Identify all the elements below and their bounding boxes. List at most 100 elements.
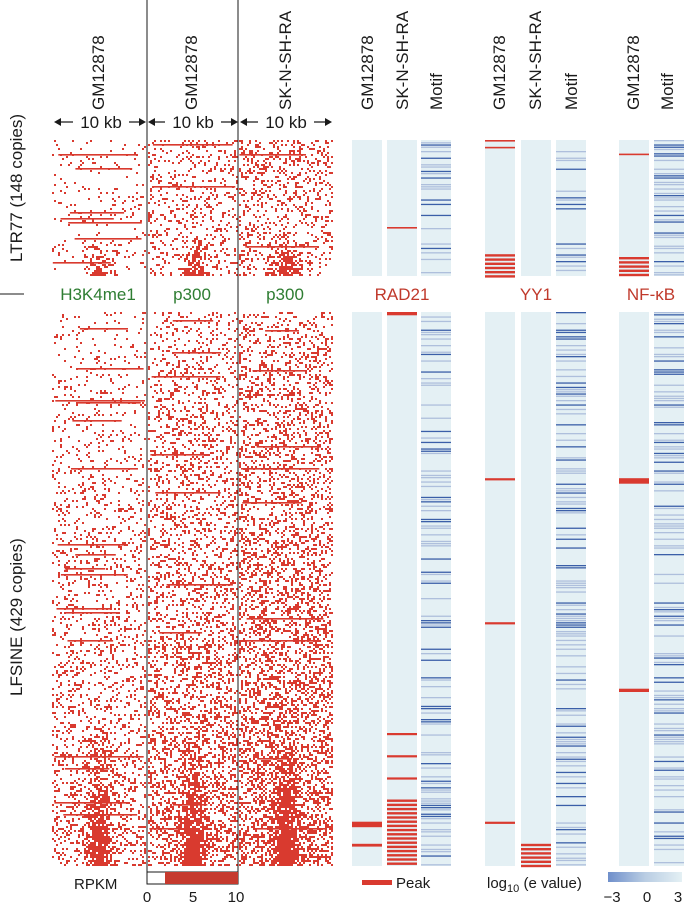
motif-line: [421, 329, 451, 331]
peak-line: [521, 852, 551, 855]
motif-line: [421, 787, 451, 789]
motif-line: [654, 796, 684, 798]
motif-line: [421, 184, 451, 186]
motif-line: [654, 609, 684, 611]
motif-line: [654, 690, 684, 692]
motif-line: [421, 582, 451, 584]
motif-line: [421, 855, 451, 857]
motif-line: [556, 208, 586, 210]
motif-line: [556, 782, 586, 785]
motif-line: [654, 371, 684, 373]
motif-line: [421, 798, 451, 800]
motif-line: [421, 534, 451, 536]
peak-line: [387, 227, 417, 229]
motif-line: [421, 382, 451, 384]
peak-line: [387, 837, 417, 840]
motif-line: [654, 144, 684, 146]
motif-line: [654, 699, 684, 701]
motif-line: [654, 723, 684, 725]
motif-line: [421, 763, 451, 765]
motif-line: [421, 441, 451, 444]
motif-line: [421, 151, 451, 153]
motif-line: [421, 697, 451, 699]
peak-line: [387, 733, 417, 736]
scale-bar-3: 10 kb: [240, 112, 332, 132]
motif-line: [556, 624, 586, 626]
motif-line: [654, 400, 684, 402]
col-header-signal-1: GM12878: [89, 35, 108, 110]
motif-line: [556, 655, 586, 657]
signal-heatmap-lfsine-1: [52, 312, 146, 866]
peak-line: [485, 271, 515, 274]
motif-line: [654, 741, 684, 743]
motif-line: [421, 272, 451, 274]
motif-line: [654, 760, 684, 763]
motif-line: [654, 664, 684, 666]
motif-line: [654, 146, 684, 148]
peak-line: [387, 816, 417, 819]
motif-line: [654, 155, 684, 157]
motif-line: [654, 455, 684, 457]
motif-line: [556, 633, 586, 635]
motif-line: [421, 813, 451, 815]
motif-line: [654, 397, 684, 400]
peak-line: [521, 843, 551, 847]
motif-line: [654, 769, 684, 771]
rpkm-legend-label: RPKM: [74, 876, 117, 893]
motif-line: [654, 424, 684, 426]
motif-line: [654, 835, 684, 837]
motif-line: [421, 316, 451, 318]
motif-line: [654, 734, 684, 736]
motif-line: [556, 157, 586, 159]
peak-line: [619, 269, 649, 272]
motif-line: [421, 430, 451, 433]
motif-line: [556, 312, 586, 314]
motif-line: [421, 791, 451, 793]
motif-line: [421, 450, 451, 452]
motif-line: [421, 527, 451, 529]
col-header-rad21-gm: GM12878: [358, 35, 377, 110]
motif-line: [421, 247, 451, 250]
motif-line: [421, 776, 451, 778]
motif-line: [421, 470, 451, 472]
motif-line: [654, 384, 684, 386]
motif-line: [556, 765, 586, 767]
motif-line: [654, 422, 684, 424]
peak-line: [619, 153, 649, 156]
motif-line: [556, 567, 586, 569]
motif-line: [654, 532, 684, 534]
evalue-tick: 0: [643, 889, 651, 906]
motif-line: [654, 525, 684, 527]
motif-line: [654, 470, 684, 472]
signal-heatmap-lfsine-2: [148, 312, 238, 866]
motif-line: [556, 433, 586, 435]
motif-line: [556, 360, 586, 362]
motif-line: [654, 655, 684, 657]
row-label-lfsine: LFSINE (429 copies): [7, 538, 26, 696]
motif-line: [654, 261, 684, 263]
motif-line: [421, 199, 451, 201]
motif-line: [556, 736, 586, 738]
peak-line: [619, 688, 649, 692]
motif-line: [556, 470, 586, 472]
motif-line: [556, 714, 586, 716]
motif-line: [556, 538, 586, 540]
peak-line: [619, 265, 649, 268]
motif-line: [556, 261, 586, 263]
motif-line: [421, 404, 451, 406]
motif-line: [654, 776, 684, 778]
motif-line: [421, 580, 451, 582]
motif-line: [556, 203, 586, 206]
motif-line: [421, 481, 451, 483]
motif-line: [421, 331, 451, 334]
motif-line: [556, 472, 586, 474]
motif-line: [654, 177, 684, 179]
motif-line: [421, 545, 451, 547]
peak-line: [352, 843, 382, 847]
motif-line: [421, 648, 451, 650]
motif-line: [421, 800, 451, 802]
peak-line: [387, 824, 417, 828]
peak-line: [485, 140, 515, 142]
motif-line: [654, 197, 684, 199]
